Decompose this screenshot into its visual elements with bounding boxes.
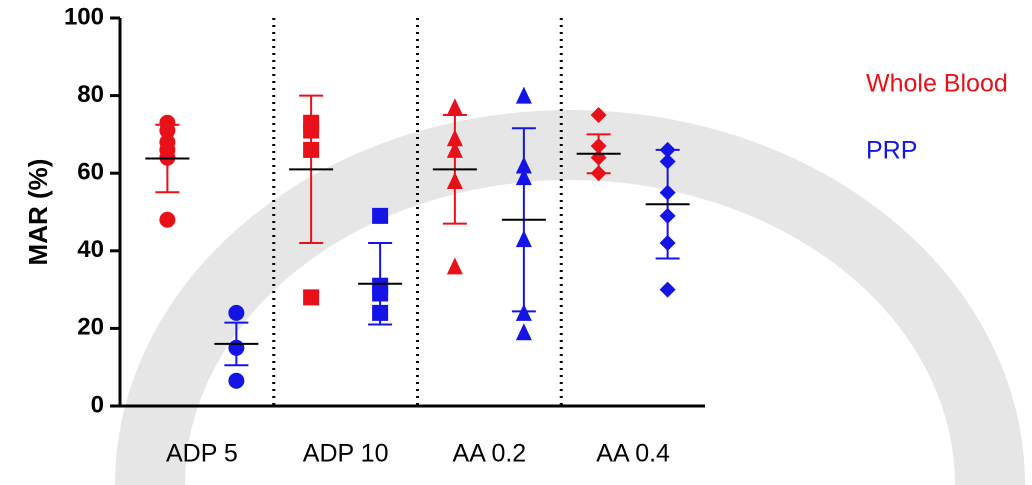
point [515, 86, 532, 104]
y-tick-label: 80 [77, 81, 104, 108]
y-tick-label: 0 [91, 391, 104, 418]
point [446, 257, 463, 275]
legend-label: Whole Blood [866, 70, 1008, 98]
point [159, 211, 176, 228]
point [303, 289, 320, 306]
point [228, 304, 245, 321]
point [372, 207, 389, 224]
point [446, 98, 463, 116]
y-tick-label: 100 [64, 3, 104, 30]
point [228, 372, 245, 389]
x-tick-label: ADP 5 [166, 440, 238, 468]
legend-label: PRP [866, 137, 917, 165]
y-tick-label: 60 [77, 159, 104, 186]
x-tick-label: AA 0.2 [453, 440, 527, 468]
x-tick-label: ADP 10 [303, 440, 389, 468]
watermark [115, 110, 1025, 485]
y-axis-label: MAR (%) [23, 159, 53, 266]
y-tick-label: 40 [77, 236, 104, 263]
x-tick-label: AA 0.4 [596, 440, 670, 468]
point [590, 107, 607, 123]
y-tick-label: 20 [77, 314, 104, 341]
point [515, 303, 532, 321]
point [515, 323, 532, 341]
point [659, 281, 676, 298]
